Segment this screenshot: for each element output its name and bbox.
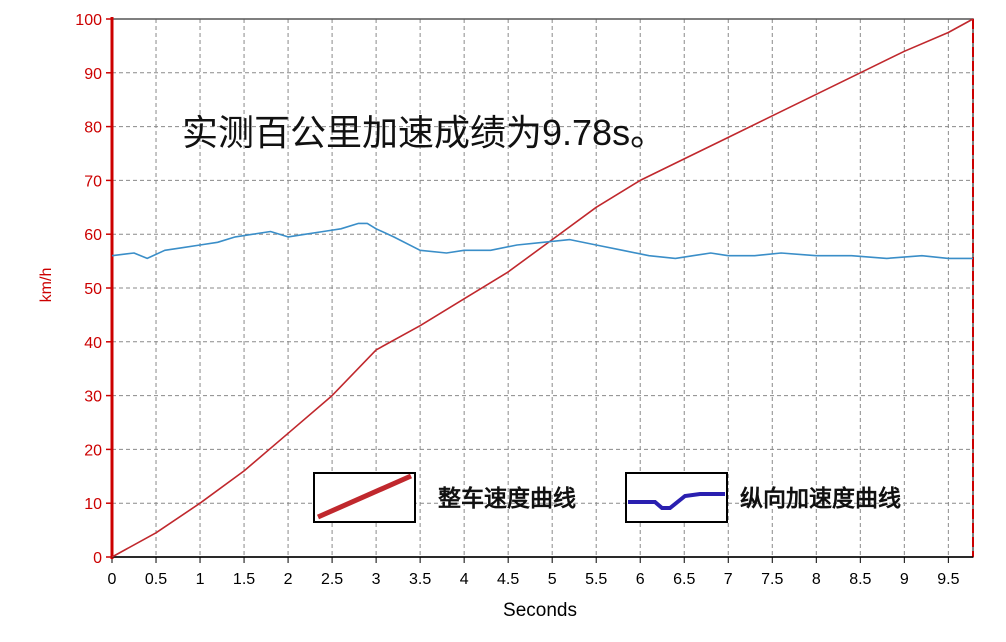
y-tick-label: 10 — [84, 496, 102, 513]
series-line-accel — [111, 222, 973, 260]
y-tick-label: 60 — [84, 227, 102, 244]
series-line-speed — [111, 18, 974, 558]
legend-label-speed: 整车速度曲线 — [438, 485, 576, 511]
x-tick-label: 6 — [636, 571, 645, 588]
x-tick-label: 4 — [460, 571, 469, 588]
x-tick-label: 0.5 — [145, 571, 167, 588]
y-tick-label: 50 — [84, 281, 102, 298]
y-tick-label: 30 — [84, 389, 102, 406]
x-tick-label: 6.5 — [673, 571, 695, 588]
x-tick-label: 1.5 — [233, 571, 255, 588]
y-tick-label: 70 — [84, 173, 102, 190]
x-tick-label: 9 — [900, 571, 909, 588]
x-tick-label: 8 — [812, 571, 821, 588]
x-tick-label: 3 — [372, 571, 381, 588]
y-tick-label: 100 — [75, 12, 102, 29]
legend-swatch-accel — [625, 472, 728, 523]
legend-line-speed — [316, 473, 413, 520]
legend-line-accel — [628, 492, 725, 510]
y-tick-label: 80 — [84, 120, 102, 137]
y-axis-label: km/h — [38, 268, 55, 303]
axes: 0 0.5 1 1.5 2 2.5 3 3.5 4 4.5 5 5.5 6 6.5 7 7.5 8 8.5 9 9.5… — [75, 12, 974, 588]
legend-label-accel: 纵向加速度曲线 — [740, 485, 901, 511]
y-tick-label: 20 — [84, 442, 102, 459]
x-tick-label: 7 — [724, 571, 733, 588]
chart-annotation: 实测百公里加速成绩为9.78s。 — [182, 112, 666, 153]
x-tick-label: 1 — [196, 571, 205, 588]
y-tick-label: 90 — [84, 66, 102, 83]
series-layer — [111, 18, 974, 558]
x-tick-label: 8.5 — [849, 571, 871, 588]
x-tick-label: 3.5 — [409, 571, 431, 588]
x-axis-label: Seconds — [503, 600, 577, 621]
x-tick-label: 5 — [548, 571, 557, 588]
y-tick-label: 0 — [93, 550, 102, 567]
x-tick-label: 0 — [108, 571, 117, 588]
grid — [112, 19, 973, 557]
legend: 整车速度曲线 纵向加速度曲线 — [313, 472, 901, 523]
x-tick-label: 5.5 — [585, 571, 607, 588]
x-tick-label: 2 — [284, 571, 293, 588]
x-tick-label: 7.5 — [761, 571, 783, 588]
x-tick-label: 2.5 — [321, 571, 343, 588]
x-tick-label: 9.5 — [937, 571, 959, 588]
legend-item-speed: 整车速度曲线 — [313, 472, 576, 523]
legend-item-accel: 纵向加速度曲线 — [625, 472, 901, 523]
x-tick-label: 4.5 — [497, 571, 519, 588]
y-tick-label: 40 — [84, 335, 102, 352]
